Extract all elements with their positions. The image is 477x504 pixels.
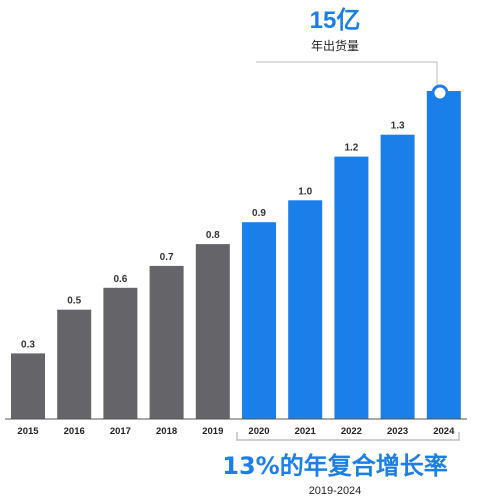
x-tick-2015: 2015 (17, 426, 39, 437)
bar-2023 (380, 134, 415, 419)
cagr-bracket (236, 432, 460, 441)
x-tick-2024: 2024 (433, 426, 455, 437)
x-tick-2016: 2016 (64, 426, 85, 437)
bar-2021 (288, 200, 323, 419)
data-label-2020: 0.9 (252, 208, 266, 219)
x-tick-2017: 2017 (110, 426, 131, 437)
cagr-title: 13%的年复合增长率 (222, 452, 448, 480)
x-tick-2019: 2019 (202, 426, 223, 437)
bar-2020 (242, 222, 276, 419)
bar-2022 (334, 156, 369, 419)
x-tick-2021: 2021 (295, 426, 317, 437)
x-tick-2020: 2020 (248, 426, 269, 437)
data-label-2022: 1.2 (344, 143, 358, 154)
x-tick-2023: 2023 (387, 426, 408, 437)
bars-layer (11, 91, 461, 419)
data-label-2017: 0.6 (113, 274, 127, 285)
data-label-2018: 0.7 (160, 252, 174, 263)
x-tick-labels-layer: 2015 2016 2017 2018 2019 2020 2021 2022 2023 2024 (17, 426, 455, 437)
callout-marker (431, 84, 449, 102)
x-tick-2018: 2018 (156, 426, 177, 437)
bar-2018 (149, 265, 184, 419)
bar-2015 (11, 353, 45, 419)
cagr-range: 2019-2024 (308, 485, 362, 497)
callout-connector-line (256, 61, 438, 86)
annual-shipments-value: 15亿 (309, 7, 361, 34)
bar-2017 (103, 287, 138, 419)
data-label-2016: 0.5 (67, 296, 81, 307)
data-label-2019: 0.8 (206, 230, 220, 241)
bar-2016 (57, 309, 92, 419)
bar-2024 (426, 91, 461, 419)
bar-2019 (195, 244, 230, 419)
data-label-2023: 1.3 (391, 121, 405, 132)
data-label-2021: 1.0 (298, 186, 312, 197)
data-labels-layer: 0.3 0.5 0.6 0.7 0.8 0.9 1.0 1.2 1.3 (21, 121, 405, 351)
annual-shipments-caption: 年出货量 (310, 39, 359, 53)
x-tick-2022: 2022 (341, 426, 362, 437)
data-label-2015: 0.3 (21, 339, 35, 350)
